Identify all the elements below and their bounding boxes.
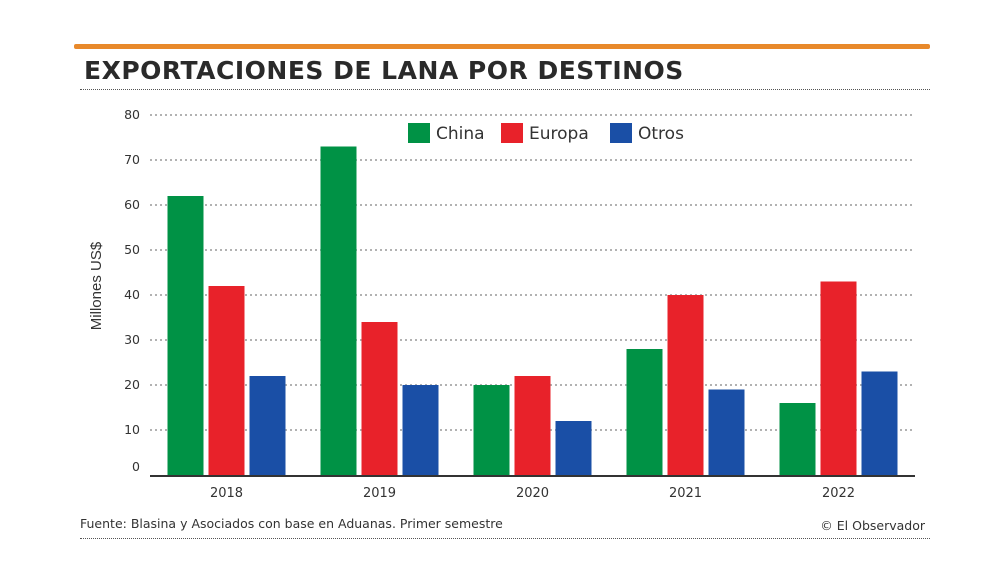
legend-label-otros: Otros: [638, 124, 684, 144]
y-axis-label: Millones US$: [88, 241, 105, 330]
x-tick-label: 2020: [516, 486, 549, 501]
bar-europa-2019: [361, 322, 398, 475]
bar-china-2019: [320, 146, 357, 475]
chart-title: EXPORTACIONES DE LANA POR DESTINOS: [84, 56, 684, 85]
x-tick-label: 2019: [363, 486, 396, 501]
source-note: Fuente: Blasina y Asociados con base en …: [80, 516, 503, 531]
y-tick-label: 30: [124, 332, 140, 347]
footer-divider: [80, 538, 930, 539]
y-tick-label: 10: [124, 422, 140, 437]
legend-label-china: China: [436, 124, 485, 144]
bar-europa-2018: [208, 286, 245, 475]
title-divider: [80, 89, 930, 90]
legend-swatch-europa: [501, 123, 523, 143]
bar-china-2018: [167, 196, 204, 475]
bar-otros-2019: [402, 385, 439, 475]
legend-swatch-china: [408, 123, 430, 143]
top-accent-rule: [74, 44, 930, 49]
x-tick-label: 2022: [822, 486, 855, 501]
bar-china-2021: [626, 349, 663, 475]
bar-otros-2022: [861, 371, 898, 475]
legend-label-europa: Europa: [529, 124, 589, 144]
bar-europa-2020: [514, 376, 551, 475]
bar-otros-2021: [708, 389, 745, 475]
y-tick-label: 60: [124, 197, 140, 212]
y-tick-label: 0: [132, 459, 140, 474]
bar-otros-2020: [555, 421, 592, 475]
x-tick-label: 2021: [669, 486, 702, 501]
bar-europa-2022: [820, 281, 857, 475]
y-tick-label: 50: [124, 242, 140, 257]
legend-swatch-otros: [610, 123, 632, 143]
y-tick-label: 80: [124, 107, 140, 122]
bar-china-2022: [779, 403, 816, 475]
y-tick-label: 70: [124, 152, 140, 167]
bar-china-2020: [473, 385, 510, 475]
bar-europa-2021: [667, 295, 704, 475]
bar-otros-2018: [249, 376, 286, 475]
y-tick-label: 40: [124, 287, 140, 302]
y-tick-label: 20: [124, 377, 140, 392]
x-tick-label: 2018: [210, 486, 243, 501]
credit-note: © El Observador: [820, 518, 925, 533]
